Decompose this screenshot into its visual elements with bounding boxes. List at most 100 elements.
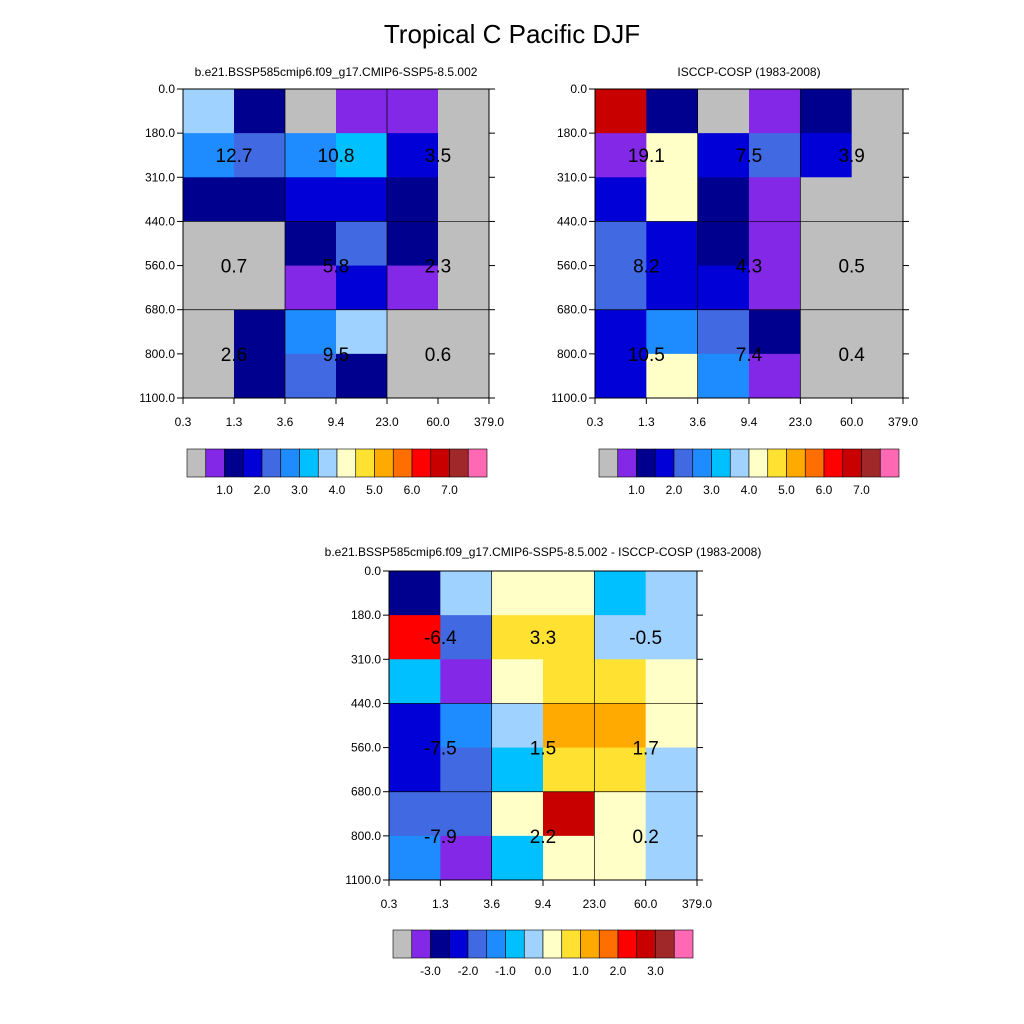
colorbar-box: [767, 448, 787, 478]
heatmap-cell: [387, 309, 439, 355]
cell-value-label: 0.5: [838, 257, 864, 278]
colorbar-label: 1.0: [216, 483, 233, 497]
panel-1: b.e21.BSSP585cmip6.f09_g17.CMIP6-SSP5-8.…: [139, 65, 504, 497]
colorbar-box: [467, 929, 488, 959]
x-tick-label: 60.0: [840, 415, 864, 429]
heatmap-cell: [491, 747, 544, 793]
heatmap-cell: [491, 659, 544, 704]
colorbar-box: [242, 448, 263, 478]
heatmap-cell: [183, 89, 235, 134]
heatmap-cell: [491, 571, 544, 616]
heatmap-cell: [697, 89, 750, 134]
x-tick-label: 1.3: [226, 415, 243, 429]
heatmap-cell: [234, 221, 286, 267]
cell-value-label: 0.4: [838, 345, 865, 366]
cell-value-label: 0.7: [221, 257, 247, 278]
colorbar-box: [317, 448, 338, 478]
heatmap-cell: [285, 265, 337, 311]
y-tick-label: 180.0: [351, 608, 381, 622]
y-tick-label: 440.0: [145, 214, 175, 228]
x-tick-label: 23.0: [375, 415, 399, 429]
cell-value-label: 2.2: [530, 827, 556, 848]
colorbar-box: [879, 448, 900, 478]
colorbar-label: 1.0: [628, 483, 645, 497]
heatmap-cell: [491, 835, 544, 881]
heatmap-cell: [645, 703, 698, 749]
y-tick-label: 0.0: [570, 82, 587, 96]
colorbar-label: 0.0: [535, 964, 552, 978]
colorbar-label: -1.0: [495, 964, 516, 978]
colorbar-label: 7.0: [853, 483, 870, 497]
heatmap-cell: [697, 133, 750, 178]
x-tick-label: 60.0: [634, 897, 658, 911]
heatmap-cell: [285, 177, 337, 222]
y-tick-label: 1100.0: [345, 873, 381, 887]
heatmap-cell: [800, 89, 853, 134]
heatmap-cell: [851, 309, 904, 355]
heatmap-cell: [594, 615, 647, 660]
heatmap-cell: [595, 353, 647, 399]
heatmap-cell: [697, 265, 750, 311]
heatmap-cell: [543, 703, 595, 749]
heatmap-cell: [697, 221, 750, 267]
heatmap-cell: [543, 615, 595, 660]
cell-value-label: 3.3: [530, 628, 556, 649]
y-tick-label: 1100.0: [551, 391, 587, 405]
heatmap-cell: [491, 791, 544, 837]
heatmap-cell: [336, 89, 388, 134]
heatmap-cell: [336, 133, 388, 178]
colorbar-box: [411, 929, 431, 959]
y-tick-label: 680.0: [145, 303, 175, 317]
x-tick-label: 9.4: [328, 415, 345, 429]
cell-value-label: 5.8: [323, 257, 349, 278]
colorbar: 1.0 2.0 3.0 4.0 5.0 6.0 7.0: [598, 448, 900, 497]
heatmap-cell: [389, 615, 441, 660]
heatmap-cell: [543, 659, 595, 704]
colorbar-label: 6.0: [816, 483, 833, 497]
cell-value-label: -7.5: [424, 739, 457, 760]
heatmap-cell: [646, 89, 699, 134]
cell-value-label: 19.1: [628, 146, 665, 167]
heatmap-cell: [595, 265, 647, 311]
x-tick-label: 1.3: [638, 415, 655, 429]
heatmap-cell: [645, 571, 698, 616]
heatmap-cell: [183, 177, 235, 222]
colorbar-box: [430, 448, 450, 478]
y-tick-label: 800.0: [557, 347, 587, 361]
y-tick-label: 310.0: [557, 170, 587, 184]
colorbar-box: [336, 448, 357, 478]
colorbar-label: 2.0: [610, 964, 627, 978]
y-tick-label: 800.0: [351, 829, 381, 843]
heatmap-cell: [800, 353, 853, 399]
colorbar-box: [617, 448, 637, 478]
heatmap-cell: [749, 133, 801, 178]
heatmap-cell: [336, 221, 388, 267]
x-tick-label: 23.0: [789, 415, 813, 429]
heatmap-cell: [543, 571, 595, 616]
heatmap-cell: [389, 835, 441, 881]
colorbar-label: 5.0: [366, 483, 383, 497]
cell-value-label: 0.2: [632, 827, 658, 848]
heatmap-cell: [645, 791, 698, 837]
heatmap-cell: [594, 703, 647, 749]
cell-value-label: 10.5: [628, 345, 665, 366]
colorbar-box: [711, 448, 731, 478]
heatmap-cell: [387, 89, 439, 134]
cell-value-label: 1.7: [632, 739, 658, 760]
heatmap-cell: [645, 659, 698, 704]
heatmap-cell: [440, 747, 493, 793]
heatmap-cell: [285, 221, 337, 267]
colorbar-box: [598, 929, 619, 959]
heatmap-cell: [749, 353, 801, 399]
cell-value-label: 1.5: [530, 739, 556, 760]
heatmap-cell: [491, 615, 544, 660]
cell-value-label: 7.5: [736, 146, 762, 167]
heatmap-cell: [438, 221, 490, 267]
colorbar-box: [617, 929, 638, 959]
x-tick-label: 379.0: [682, 897, 712, 911]
colorbar-box: [486, 929, 506, 959]
heatmap-cell: [440, 703, 493, 749]
y-tick-label: 310.0: [145, 170, 175, 184]
cell-value-label: 0.6: [425, 345, 451, 366]
colorbar-box: [636, 448, 656, 478]
